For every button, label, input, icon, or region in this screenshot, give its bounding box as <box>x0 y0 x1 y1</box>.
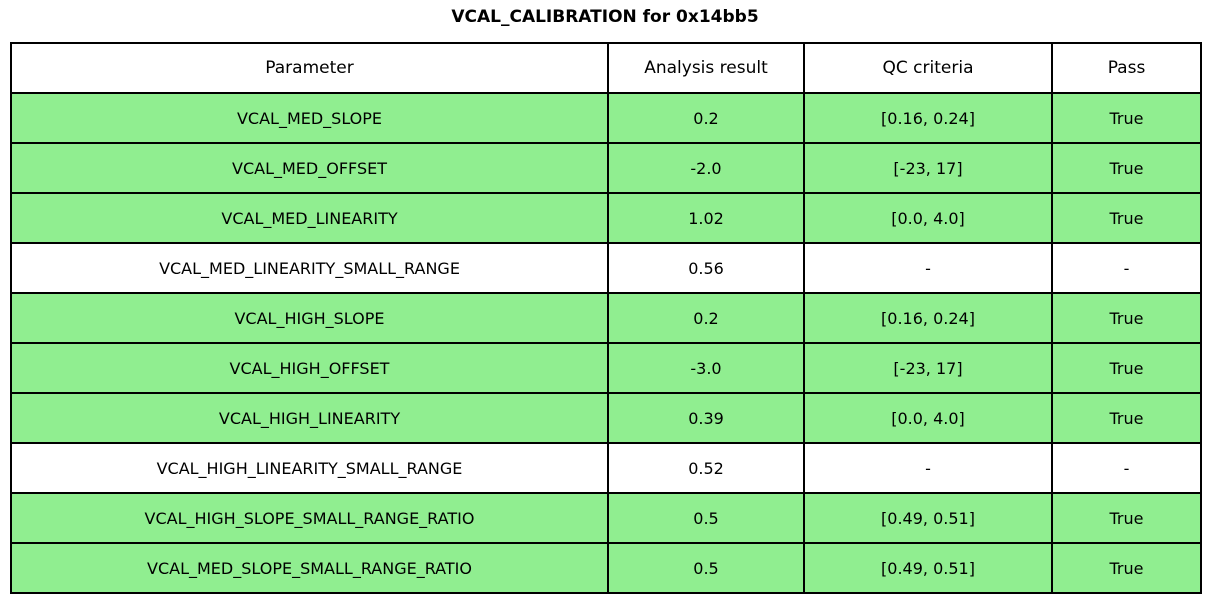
page-title: VCAL_CALIBRATION for 0x14bb5 <box>451 7 759 27</box>
cell-parameter: VCAL_HIGH_SLOPE <box>10 292 609 344</box>
cell-analysis-result: 0.2 <box>607 292 805 344</box>
cell-pass: True <box>1051 542 1202 594</box>
cell-qc-criteria: [0.16, 0.24] <box>803 92 1053 144</box>
cell-qc-criteria: [0.49, 0.51] <box>803 492 1053 544</box>
cell-analysis-result: 0.5 <box>607 492 805 544</box>
cell-analysis-result: 0.39 <box>607 392 805 444</box>
table-row: VCAL_HIGH_LINEARITY 0.39 [0.0, 4.0] True <box>10 392 1202 444</box>
table-row: VCAL_MED_OFFSET -2.0 [-23, 17] True <box>10 142 1202 194</box>
cell-parameter: VCAL_MED_LINEARITY_SMALL_RANGE <box>10 242 609 294</box>
cell-parameter: VCAL_HIGH_LINEARITY <box>10 392 609 444</box>
table-row: VCAL_MED_LINEARITY_SMALL_RANGE 0.56- - <box>10 242 1202 294</box>
cell-analysis-result: 0.56 <box>607 242 805 294</box>
cell-pass: True <box>1051 492 1202 544</box>
table-row: VCAL_HIGH_SLOPE_SMALL_RANGE_RATIO 0.5 [0.4… <box>10 492 1202 544</box>
cell-parameter: VCAL_HIGH_LINEARITY_SMALL_RANGE <box>10 442 609 494</box>
table-row: VCAL_MED_SLOPE_SMALL_RANGE_RATIO 0.5 [0.49… <box>10 542 1202 594</box>
table-row: VCAL_HIGH_LINEARITY_SMALL_RANGE 0.52- - <box>10 442 1202 494</box>
cell-pass: True <box>1051 292 1202 344</box>
cell-parameter: VCAL_MED_OFFSET <box>10 142 609 194</box>
cell-pass: True <box>1051 392 1202 444</box>
cell-pass: - <box>1051 442 1202 494</box>
column-header-pass: Pass <box>1051 42 1202 94</box>
qc-results-table: Parameter Analysis result QC criteria Pa… <box>10 42 1202 594</box>
cell-parameter: VCAL_MED_SLOPE_SMALL_RANGE_RATIO <box>10 542 609 594</box>
header-row: Parameter Analysis result QC criteria Pa… <box>10 42 1202 94</box>
cell-qc-criteria: [-23, 17] <box>803 342 1053 394</box>
cell-qc-criteria: [-23, 17] <box>803 142 1053 194</box>
cell-analysis-result: 0.2 <box>607 92 805 144</box>
cell-pass: True <box>1051 342 1202 394</box>
cell-analysis-result: 0.52 <box>607 442 805 494</box>
cell-parameter: VCAL_MED_SLOPE <box>10 92 609 144</box>
cell-pass: - <box>1051 242 1202 294</box>
cell-qc-criteria: [0.0, 4.0] <box>803 192 1053 244</box>
table-header: Parameter Analysis result QC criteria Pa… <box>10 42 1202 94</box>
cell-parameter: VCAL_HIGH_SLOPE_SMALL_RANGE_RATIO <box>10 492 609 544</box>
column-header-parameter: Parameter <box>10 42 609 94</box>
cell-pass: True <box>1051 92 1202 144</box>
cell-qc-criteria: - <box>803 242 1053 294</box>
cell-analysis-result: 0.5 <box>607 542 805 594</box>
cell-qc-criteria: [0.49, 0.51] <box>803 542 1053 594</box>
cell-pass: True <box>1051 142 1202 194</box>
cell-pass: True <box>1051 192 1202 244</box>
cell-qc-criteria: - <box>803 442 1053 494</box>
table-row: VCAL_MED_LINEARITY 1.02 [0.0, 4.0] True <box>10 192 1202 244</box>
cell-analysis-result: 1.02 <box>607 192 805 244</box>
table-row: VCAL_HIGH_SLOPE 0.2 [0.16, 0.24] True <box>10 292 1202 344</box>
cell-analysis-result: -2.0 <box>607 142 805 194</box>
column-header-analysis-result: Analysis result <box>607 42 805 94</box>
table-row: VCAL_MED_SLOPE 0.2 [0.16, 0.24] True <box>10 92 1202 144</box>
table-body: VCAL_MED_SLOPE 0.2 [0.16, 0.24] True VCAL_ME… <box>10 92 1202 594</box>
table-row: VCAL_HIGH_OFFSET -3.0 [-23, 17] True <box>10 342 1202 394</box>
cell-qc-criteria: [0.0, 4.0] <box>803 392 1053 444</box>
cell-analysis-result: -3.0 <box>607 342 805 394</box>
cell-qc-criteria: [0.16, 0.24] <box>803 292 1053 344</box>
cell-parameter: VCAL_MED_LINEARITY <box>10 192 609 244</box>
column-header-qc-criteria: QC criteria <box>803 42 1053 94</box>
cell-parameter: VCAL_HIGH_OFFSET <box>10 342 609 394</box>
